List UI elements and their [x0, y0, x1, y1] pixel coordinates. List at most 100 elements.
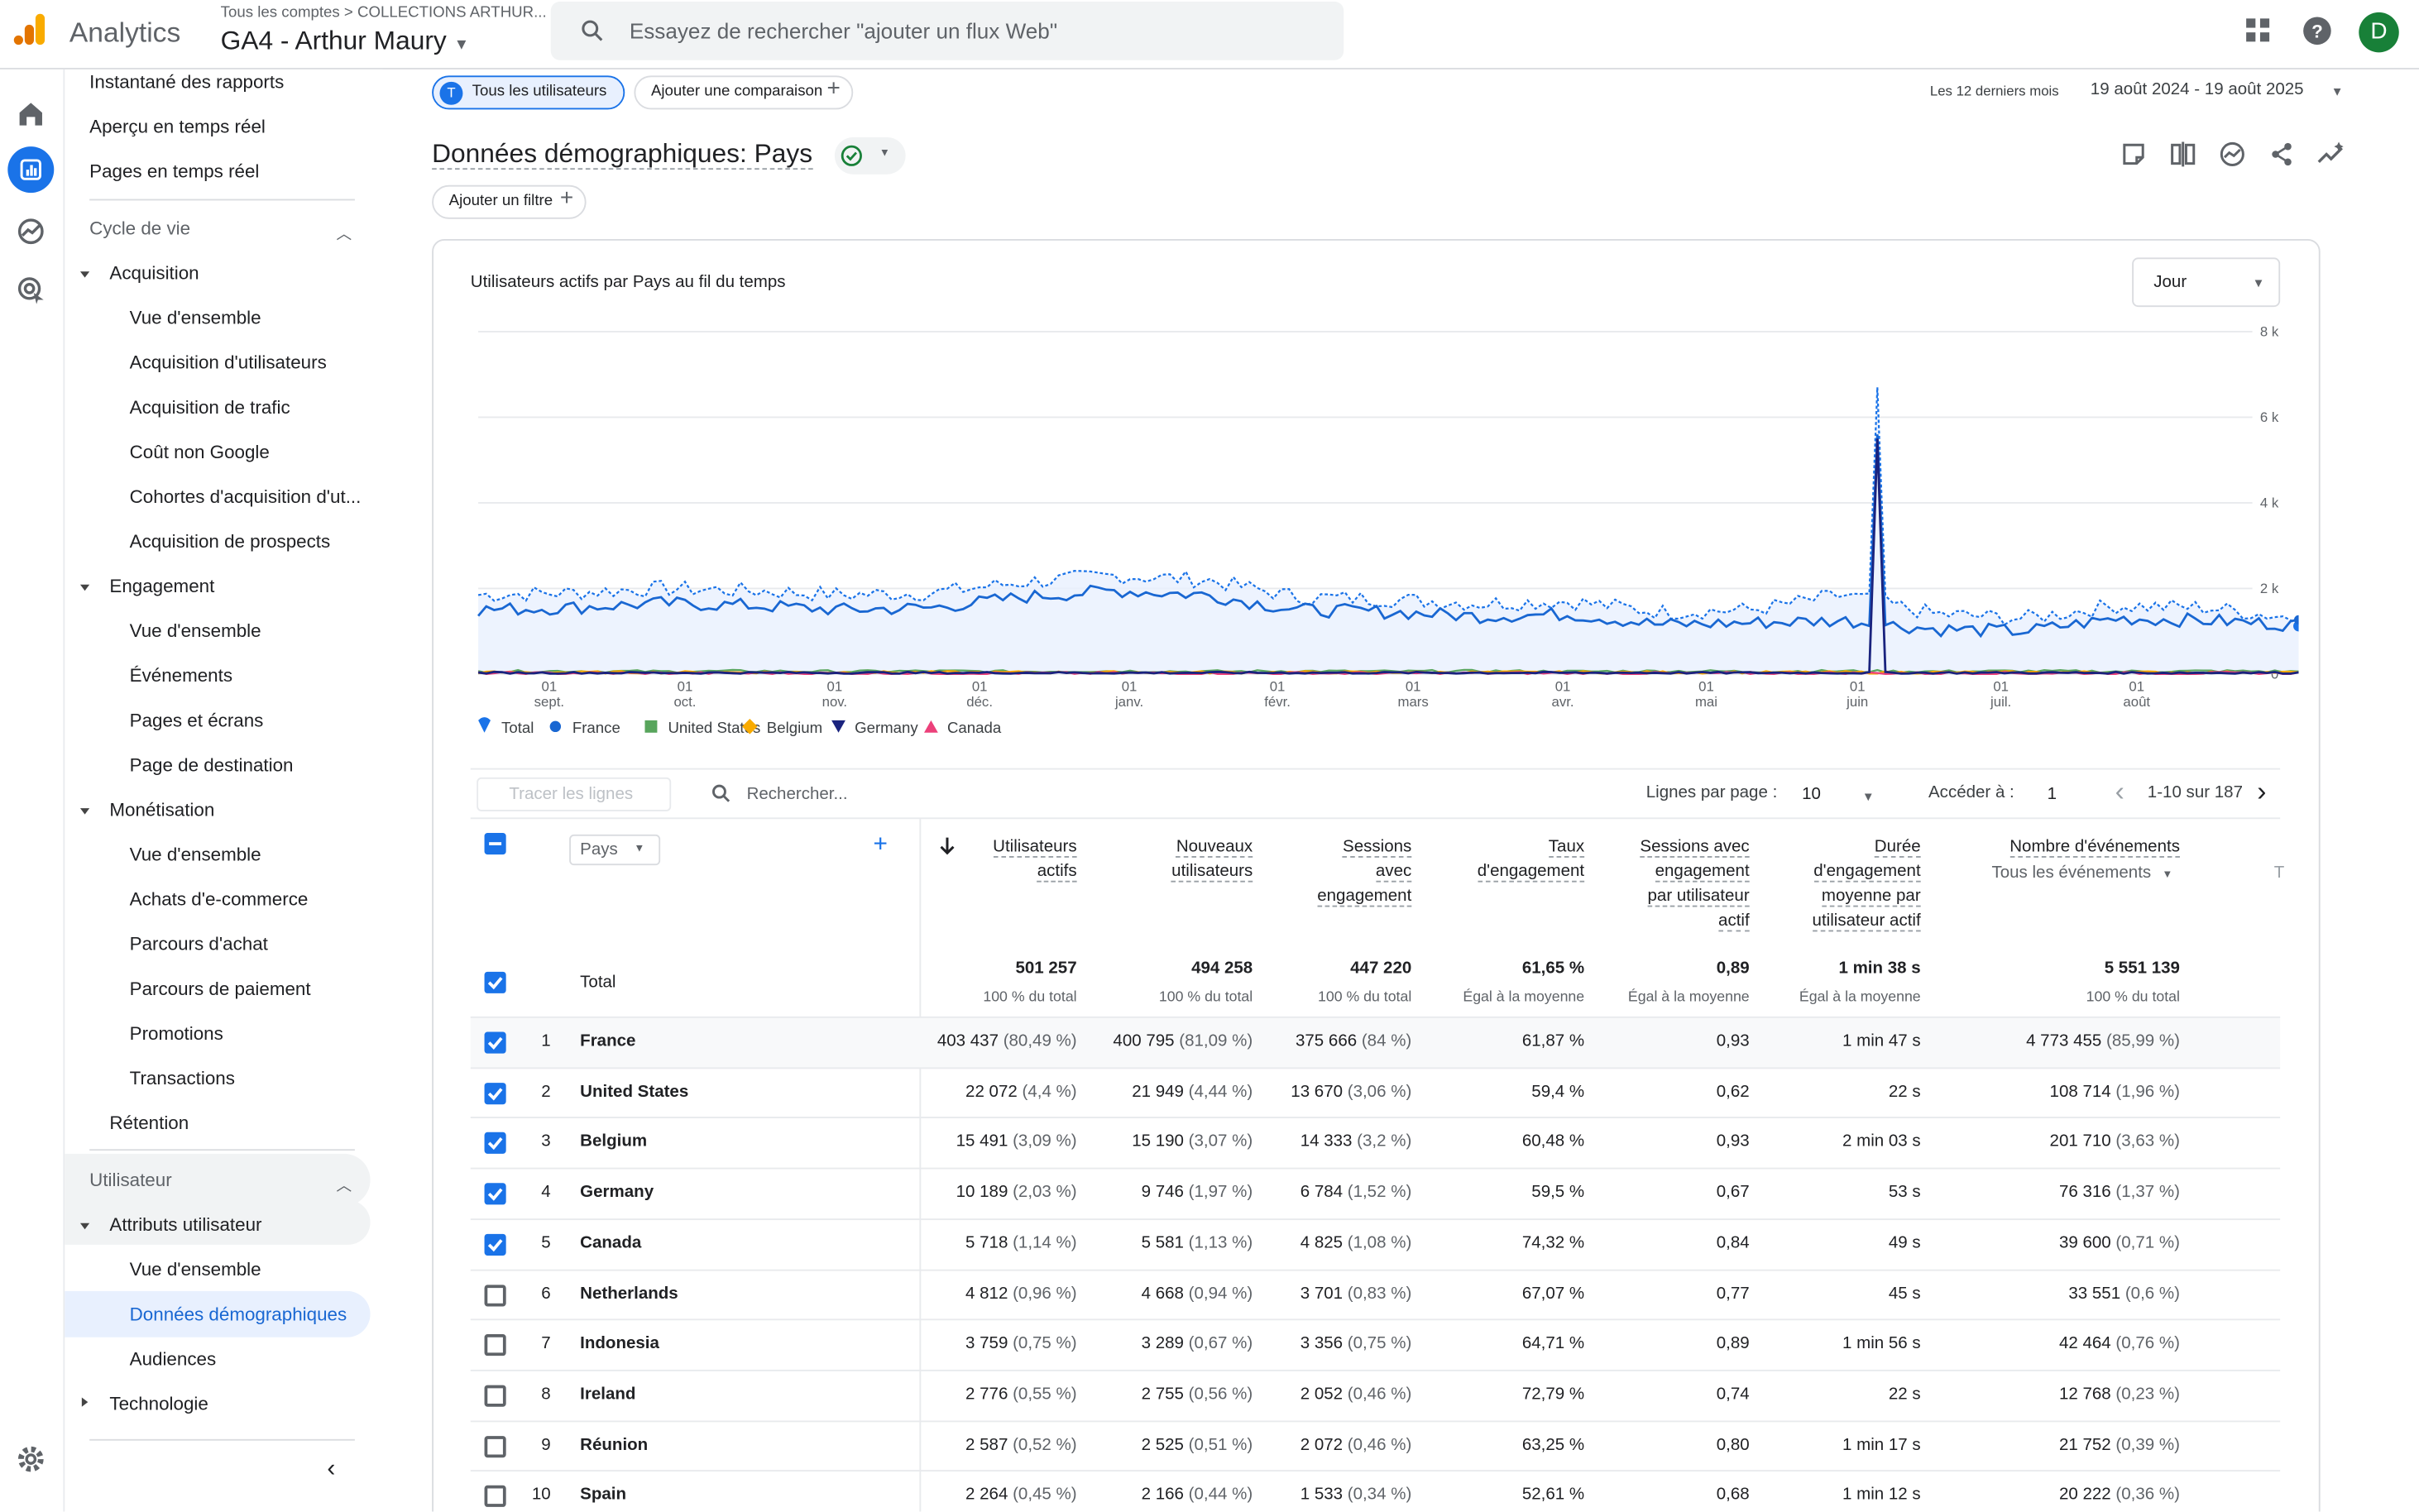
sidebar-item-audiences[interactable]: Audiences [129, 1347, 217, 1370]
row-checkbox[interactable] [484, 1031, 506, 1054]
dimension-select[interactable]: Pays ▼ [569, 834, 661, 866]
add-dimension-button[interactable]: + [873, 831, 888, 858]
table-row[interactable] [470, 1419, 2281, 1471]
expand-caret-icon[interactable] [79, 1223, 90, 1230]
row-checkbox[interactable] [484, 1183, 506, 1205]
apps-grid-icon[interactable] [2243, 16, 2273, 46]
column-header-4[interactable]: Taux d'engagement [1477, 835, 1585, 884]
country-name[interactable]: Réunion [580, 1435, 649, 1454]
row-checkbox[interactable] [484, 1385, 506, 1407]
sidebar-item-acq-cohorts[interactable]: Cohortes d'acquisition d'ut... [129, 486, 362, 508]
sidebar-item-ua-overview[interactable]: Vue d'ensemble [129, 1258, 261, 1280]
plot-rows-button[interactable]: Tracer les lignes [477, 777, 672, 811]
events-filter-select[interactable]: Tous les événements ▼ [1991, 864, 2172, 882]
collapse-sidebar-icon[interactable]: ‹ [327, 1456, 336, 1483]
sidebar-item-realtime-overview[interactable]: Aperçu en temps réel [89, 115, 266, 137]
breadcrumb[interactable]: Tous les comptes > COLLECTIONS ARTHUR... [220, 4, 547, 22]
sidebar-group-user-attributes[interactable]: Attributs utilisateur [109, 1213, 262, 1236]
country-name[interactable]: Belgium [580, 1132, 648, 1151]
column-header-2[interactable]: Nouveaux utilisateurs [1171, 835, 1253, 884]
sidebar-item-pages-screens[interactable]: Pages et écrans [129, 709, 264, 731]
row-checkbox[interactable] [484, 1435, 506, 1457]
table-row[interactable] [470, 1167, 2281, 1219]
help-icon[interactable]: ? [2302, 16, 2332, 46]
table-row[interactable] [470, 1470, 2281, 1512]
sidebar-item-retention[interactable]: Rétention [109, 1112, 189, 1134]
chevron-down-icon[interactable]: ▼ [2330, 84, 2344, 99]
goto-input[interactable]: 1 [2047, 785, 2057, 804]
table-search-input[interactable]: Rechercher... [746, 785, 848, 804]
sidebar-item-lead-acquisition[interactable]: Acquisition de prospects [129, 530, 331, 553]
explore-icon[interactable] [14, 214, 48, 248]
select-all-checkbox[interactable] [484, 832, 506, 855]
row-checkbox[interactable] [484, 1284, 506, 1306]
column-header-3[interactable]: Sessions avec engagement [1317, 835, 1412, 909]
row-checkbox[interactable] [484, 1334, 506, 1356]
sidebar-item-promotions[interactable]: Promotions [129, 1022, 223, 1045]
sidebar-group-technology[interactable]: Technologie [109, 1392, 208, 1415]
share-icon[interactable] [2268, 141, 2296, 169]
expand-caret-icon[interactable] [79, 584, 90, 591]
table-row[interactable] [470, 1218, 2281, 1270]
next-page-icon[interactable]: › [2257, 775, 2267, 807]
sidebar-item-acq-overview[interactable]: Vue d'ensemble [129, 307, 261, 329]
sidebar-item-checkout-journey[interactable]: Parcours de paiement [129, 978, 311, 1000]
total-checkbox[interactable] [484, 971, 506, 993]
table-row[interactable] [470, 1268, 2281, 1320]
prev-page-icon[interactable]: ‹ [2115, 775, 2124, 807]
sidebar-item-transactions[interactable]: Transactions [129, 1067, 235, 1089]
country-name[interactable]: Indonesia [580, 1334, 659, 1353]
account-selector[interactable]: GA4 - Arthur Maury ▼ [221, 26, 469, 57]
avatar[interactable]: D [2359, 12, 2399, 53]
add-filter-button[interactable]: Ajouter un filtre + [432, 184, 587, 219]
sidebar-item-eng-overview[interactable]: Vue d'ensemble [129, 620, 261, 642]
column-header-5[interactable]: Sessions avec engagement par utilisateur ac… [1640, 835, 1750, 933]
settings-gear-icon[interactable] [14, 1443, 48, 1476]
country-name[interactable]: Canada [580, 1233, 642, 1252]
insights-icon[interactable] [2219, 141, 2247, 169]
sidebar-item-ecommerce[interactable]: Achats d'e-commerce [129, 888, 309, 911]
search-input[interactable]: Essayez de rechercher "ajouter un flux W… [629, 18, 1058, 44]
sidebar-group-monetisation[interactable]: Monétisation [109, 798, 215, 821]
section-user[interactable]: Utilisateur [89, 1169, 172, 1191]
table-row[interactable] [470, 1369, 2281, 1421]
line-chart[interactable]: 02 k4 k6 k8 k 01sept.01oct.01nov.01déc.0… [462, 316, 2299, 763]
country-name[interactable]: France [580, 1031, 636, 1050]
granularity-select[interactable]: Jour ▼ [2132, 257, 2281, 308]
home-icon[interactable] [14, 97, 48, 131]
sidebar-item-mon-overview[interactable]: Vue d'ensemble [129, 844, 261, 866]
date-range-picker[interactable]: 19 août 2024 - 19 août 2025 [2090, 79, 2304, 99]
sidebar-item-user-acquisition[interactable]: Acquisition d'utilisateurs [129, 352, 327, 374]
chevron-down-icon[interactable]: ▼ [1861, 789, 1875, 804]
rows-per-page-select[interactable]: 10 [1802, 785, 1821, 804]
column-header-6[interactable]: Durée d'engagement moyenne par utilisateur … [1812, 835, 1921, 933]
add-comparison-button[interactable]: Ajouter une comparaison + [634, 75, 854, 110]
table-row[interactable] [470, 1066, 2281, 1118]
column-header-1[interactable]: Utilisateurs actifs [993, 835, 1077, 884]
sidebar-item-traffic-acquisition[interactable]: Acquisition de trafic [129, 396, 290, 419]
sidebar-item-events[interactable]: Événements [129, 664, 233, 687]
expand-caret-icon[interactable] [79, 808, 90, 815]
country-name[interactable]: Netherlands [580, 1284, 678, 1303]
country-name[interactable]: Spain [580, 1486, 627, 1505]
sidebar-item-demographics[interactable]: Données démographiques [129, 1303, 347, 1325]
country-name[interactable]: Ireland [580, 1385, 636, 1404]
table-row[interactable] [470, 1318, 2281, 1371]
analytics-logo-icon[interactable] [12, 11, 50, 48]
sidebar-item-realtime-pages[interactable]: Pages en temps réel [89, 160, 260, 183]
country-name[interactable]: United States [580, 1082, 689, 1101]
chevron-up-icon[interactable]: ︿ [336, 1178, 352, 1196]
row-checkbox[interactable] [484, 1486, 506, 1508]
annotation-icon[interactable] [2120, 141, 2148, 169]
sidebar-item-purchase-journey[interactable]: Parcours d'achat [129, 933, 268, 955]
search-bar[interactable]: Essayez de rechercher "ajouter un flux W… [550, 1, 1344, 60]
chevron-up-icon[interactable]: ︿ [336, 227, 352, 244]
country-name[interactable]: Germany [580, 1183, 654, 1202]
sidebar-group-acquisition[interactable]: Acquisition [109, 262, 199, 285]
sidebar-item-non-google-cost[interactable]: Coût non Google [129, 441, 270, 463]
collapse-caret-icon[interactable] [81, 1397, 89, 1407]
sidebar-group-engagement[interactable]: Engagement [109, 575, 215, 597]
section-lifecycle[interactable]: Cycle de vie [89, 217, 191, 240]
sidebar-item-snapshot[interactable]: Instantané des rapports [89, 70, 285, 93]
advertising-icon[interactable] [14, 273, 48, 307]
